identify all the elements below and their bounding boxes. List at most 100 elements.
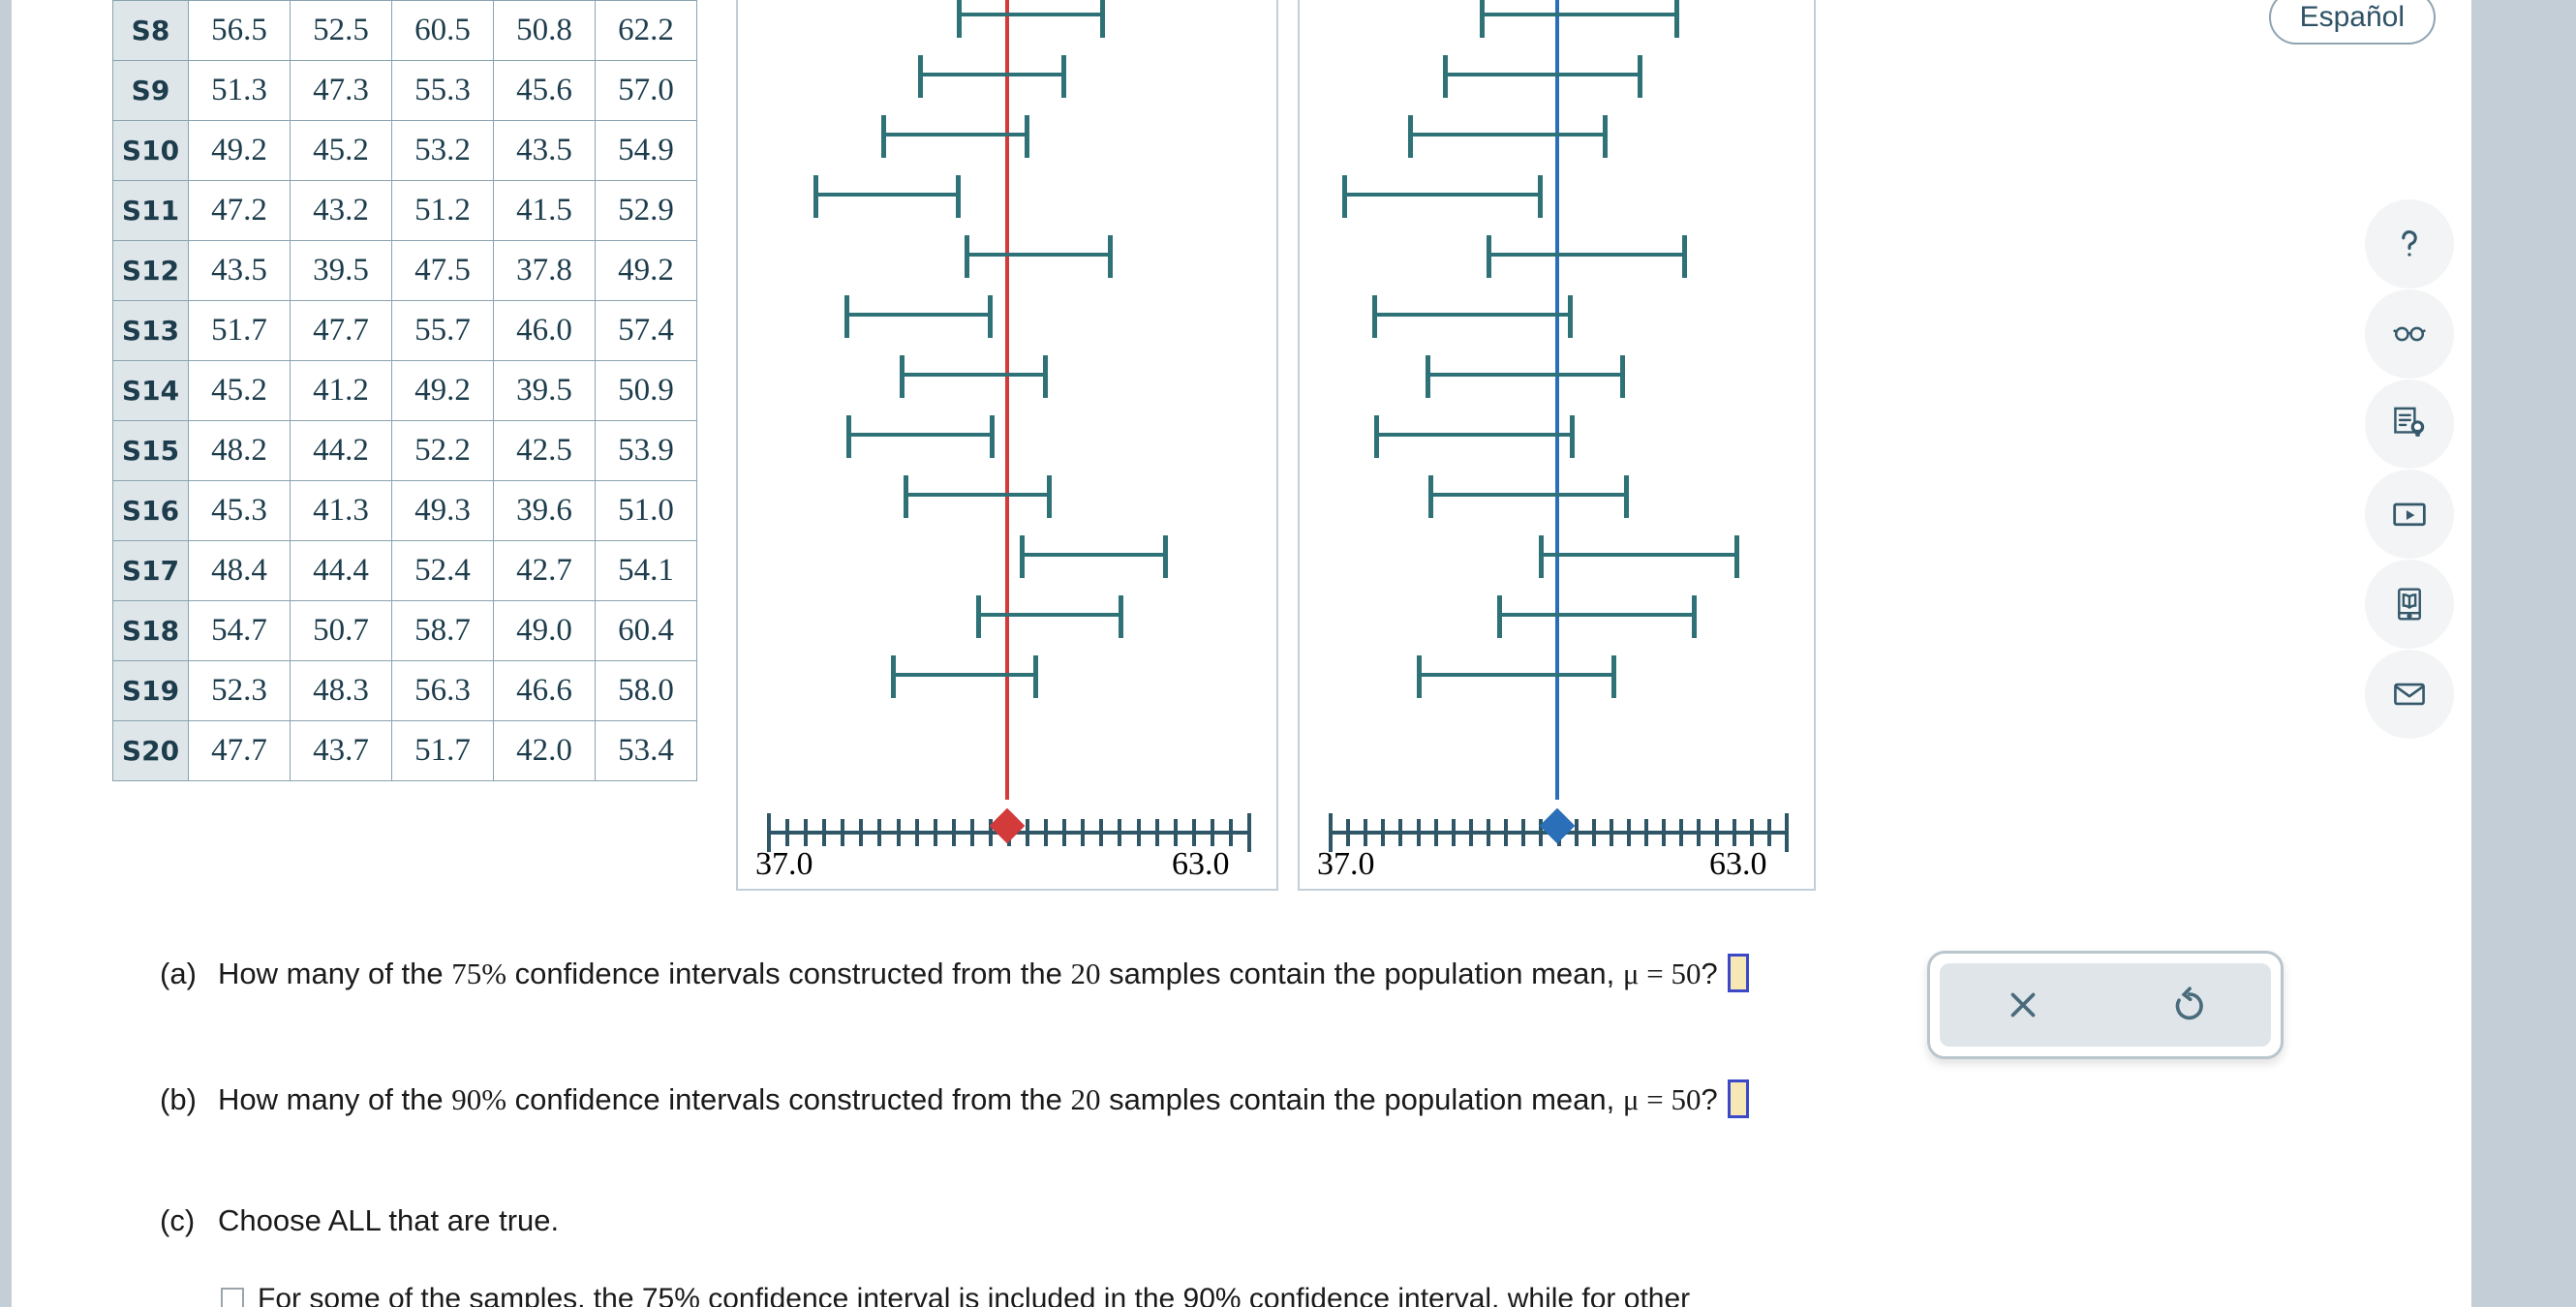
confidence-interval-bar (1416, 655, 1617, 698)
table-cell: 52.4 (391, 540, 494, 601)
table-row: S18 54.7 50.7 58.7 49.0 60.4 (112, 600, 697, 661)
table-cell: 45.3 (188, 480, 291, 541)
table-row-header: S20 (112, 720, 189, 781)
interval-lower-cap (1487, 235, 1492, 278)
glasses-button[interactable] (2365, 289, 2454, 379)
table-cell: 41.2 (290, 360, 392, 421)
interval-lower-cap (1428, 475, 1434, 518)
interval-lower-cap (1539, 535, 1545, 578)
table-cell: 50.8 (493, 0, 596, 61)
table-cell: 47.2 (188, 180, 291, 241)
axis-tick (1099, 819, 1104, 846)
interval-lower-cap (1442, 55, 1448, 98)
interval-lower-cap (1342, 175, 1348, 218)
table-cell: 44.2 (290, 420, 392, 481)
axis-tick (1504, 819, 1509, 846)
table-cell: 43.5 (493, 120, 596, 181)
help-button[interactable] (2365, 198, 2454, 289)
glasses-icon (2393, 326, 2426, 341)
table-row-header: S11 (112, 180, 189, 241)
video-button[interactable] (2365, 469, 2454, 559)
undo-button[interactable] (2145, 970, 2232, 1040)
question-b-text-4: ? (1701, 1082, 1718, 1116)
interval-lower-cap (918, 55, 924, 98)
table-cell: 55.7 (391, 300, 494, 361)
table-cell: 60.4 (595, 600, 697, 661)
axis-tick (1191, 819, 1196, 846)
axis-tick (804, 819, 809, 846)
table-cell: 51.0 (595, 480, 697, 541)
interval-upper-cap (1692, 595, 1698, 638)
question-b-mu: μ = 50 (1622, 1082, 1702, 1116)
interval-lower-cap (1372, 295, 1378, 338)
video-player-icon (2393, 502, 2426, 526)
question-c-option-1[interactable]: For some of the samples, the 75% confide… (221, 1283, 1690, 1307)
espanol-language-button[interactable]: Español (2268, 0, 2436, 45)
axis-tick (1468, 819, 1473, 846)
axis-tick (951, 819, 956, 846)
table-cell: 50.7 (290, 600, 392, 661)
ebook-button[interactable] (2365, 559, 2454, 649)
interval-upper-cap (956, 175, 962, 218)
table-row: S19 52.3 48.3 56.3 46.6 58.0 (112, 660, 697, 721)
confidence-interval-bar (900, 355, 1048, 398)
table-row-header: S14 (112, 360, 189, 421)
interval-lower-cap (900, 355, 905, 398)
table-cell: 51.3 (188, 60, 291, 121)
table-cell: 54.7 (188, 600, 291, 661)
interval-upper-cap (1107, 235, 1113, 278)
confidence-interval-bar (975, 595, 1124, 638)
interval-upper-cap (989, 415, 995, 458)
explanation-document-icon (2394, 407, 2425, 437)
mail-button[interactable] (2365, 649, 2454, 739)
question-b-answer-input[interactable] (1727, 1079, 1749, 1118)
interval-upper-cap (987, 295, 993, 338)
confidence-interval-bar (1479, 0, 1680, 38)
confidence-interval-bar (1487, 235, 1687, 278)
table-cell: 43.2 (290, 180, 392, 241)
table-row: S17 48.4 44.4 52.4 42.7 54.1 (112, 540, 697, 601)
interval-lower-cap (890, 655, 896, 698)
table-cell: 58.0 (595, 660, 697, 721)
confidence-interval-bar (918, 55, 1067, 98)
table-row: S16 45.3 41.3 49.3 39.6 51.0 (112, 480, 697, 541)
table-cell: 58.7 (391, 600, 494, 661)
confidence-interval-bar (1425, 355, 1626, 398)
answer-tools-toolbar (1927, 951, 2284, 1059)
axis-tick (1136, 819, 1141, 846)
confidence-interval-bar (1342, 175, 1543, 218)
question-a-text-3: samples contain the population mean, (1100, 957, 1623, 990)
table-cell: 62.2 (595, 0, 697, 61)
axis-tick (1749, 819, 1754, 846)
help-icon-rail (2357, 198, 2462, 739)
clear-answer-button[interactable] (1979, 970, 2067, 1040)
axis-tick (1714, 819, 1719, 846)
left-page-gutter (0, 0, 12, 1307)
question-a: (a) How many of the 75% confidence interv… (160, 954, 1749, 992)
question-b: (b) How many of the 90% confidence interv… (160, 1079, 1749, 1118)
interval-upper-cap (1623, 475, 1629, 518)
confidence-interval-bar (904, 475, 1052, 518)
table-cell: 47.5 (391, 240, 494, 301)
interval-lower-cap (1425, 355, 1430, 398)
axis-tick (1521, 819, 1526, 846)
question-a-text-2: confidence intervals constructed from th… (506, 957, 1071, 990)
explanation-button[interactable] (2365, 379, 2454, 469)
question-a-answer-input[interactable] (1727, 954, 1749, 992)
table-cell: 45.6 (493, 60, 596, 121)
rail-slot-ebook (2357, 559, 2462, 649)
right-page-gutter (2471, 0, 2576, 1307)
axis-75: 37.0 63.0 (738, 800, 1276, 889)
checkbox-option-1[interactable] (221, 1288, 244, 1307)
interval-lower-cap (1407, 115, 1413, 158)
confidence-interval-bar (813, 175, 962, 218)
table-row: S12 43.5 39.5 47.5 37.8 49.2 (112, 240, 697, 301)
question-a-percent: 75% (451, 957, 507, 990)
axis-tick (859, 819, 864, 846)
interval-lower-cap (1479, 0, 1485, 38)
table-cell: 39.5 (493, 360, 596, 421)
question-b-count: 20 (1070, 1082, 1101, 1116)
axis-tick (1539, 819, 1544, 846)
axis-tick (1329, 813, 1333, 852)
